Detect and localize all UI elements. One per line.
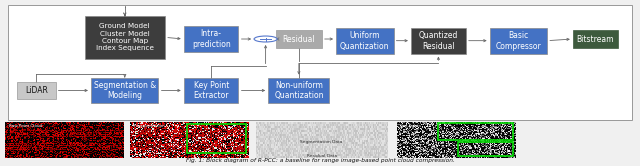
FancyBboxPatch shape	[184, 26, 239, 52]
FancyBboxPatch shape	[17, 82, 56, 99]
FancyBboxPatch shape	[276, 30, 322, 48]
Text: Ground Model
Cluster Model
Contour Map
Index Sequence: Ground Model Cluster Model Contour Map I…	[96, 23, 154, 51]
Bar	[187, 124, 246, 153]
Text: Intra-prediction: Intra-prediction	[134, 124, 165, 128]
Text: Intra-
prediction: Intra- prediction	[192, 29, 230, 49]
Bar	[438, 124, 513, 140]
Text: Raw Point Cloud: Raw Point Cloud	[9, 124, 42, 128]
Text: Residual Data: Residual Data	[307, 155, 337, 159]
FancyBboxPatch shape	[336, 28, 394, 53]
Text: Uniform
Quantization: Uniform Quantization	[340, 31, 390, 50]
Text: LiDAR: LiDAR	[25, 86, 48, 95]
Circle shape	[254, 36, 277, 42]
Bar	[458, 142, 513, 156]
Text: Quantized
Residual: Quantized Residual	[419, 31, 458, 50]
FancyBboxPatch shape	[269, 78, 330, 103]
FancyBboxPatch shape	[8, 5, 632, 120]
Text: Fig. 1: Block diagram of R-PCC: a baseline for range image-based point cloud com: Fig. 1: Block diagram of R-PCC: a baseli…	[186, 158, 454, 163]
FancyBboxPatch shape	[490, 28, 547, 53]
Text: Segmentation Data: Segmentation Data	[300, 140, 343, 144]
Text: Key Point
Extractor: Key Point Extractor	[193, 81, 229, 100]
Text: Non-uniform
Quantization: Non-uniform Quantization	[274, 81, 324, 100]
FancyBboxPatch shape	[85, 16, 165, 58]
Text: Segmentation &
Modeling: Segmentation & Modeling	[93, 81, 156, 100]
FancyBboxPatch shape	[92, 78, 159, 103]
Text: Basic
Compressor: Basic Compressor	[495, 31, 541, 50]
FancyBboxPatch shape	[184, 78, 239, 103]
Text: Residual: Residual	[283, 35, 315, 43]
FancyBboxPatch shape	[412, 28, 466, 53]
Text: Key Points: Key Points	[401, 124, 421, 128]
Text: Bitstream: Bitstream	[577, 35, 614, 43]
FancyBboxPatch shape	[573, 30, 618, 48]
